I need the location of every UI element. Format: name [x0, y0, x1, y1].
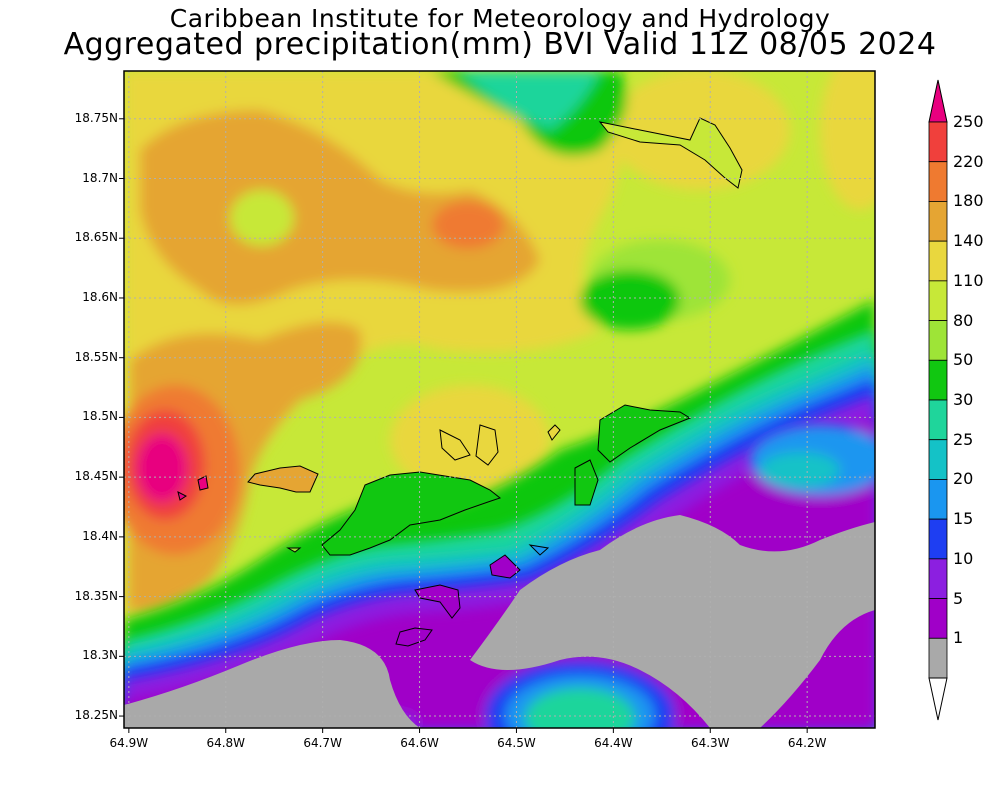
colorbar-label: 30 — [953, 390, 974, 409]
chart-title-line-2: Aggregated precipitation(mm) BVI Valid 1… — [63, 27, 937, 62]
colorbar-label: 20 — [953, 469, 974, 489]
island-outlines — [177, 117, 743, 647]
colorbar-max-triangle — [928, 79, 948, 123]
colorbar-swatch — [928, 518, 948, 560]
latitude-tick-label: 18.45N — [74, 469, 118, 484]
colorbar-label: 10 — [953, 548, 974, 568]
longitude-tick-label: 64.8W — [206, 736, 246, 750]
latitude-tick-label: 18.75N — [74, 110, 118, 125]
latitude-tick-label: 18.55N — [74, 349, 118, 364]
longitude-tick-label: 64.9W — [109, 736, 149, 750]
latitude-tick-label: 18.6N — [82, 289, 118, 304]
colorbar-label: 25 — [953, 429, 974, 449]
longitude-tick-label: 64.7W — [303, 736, 342, 750]
colorbar-label: 110 — [953, 270, 984, 290]
colorbar-swatch — [928, 598, 948, 639]
colorbar-swatch — [928, 201, 948, 242]
latitude-tick-label: 18.3N — [82, 648, 118, 663]
longitude-tick-label: 64.4W — [594, 736, 633, 750]
colorbar-swatch — [928, 359, 948, 401]
longitude-tick-label: 64.5W — [497, 736, 536, 750]
axis-ticks — [119, 118, 808, 733]
latitude-tick-label: 18.25N — [74, 708, 118, 723]
latitude-tick-label: 18.35N — [74, 588, 118, 603]
colorbar-swatch — [928, 240, 948, 282]
colorbar-label: 80 — [953, 310, 974, 330]
colorbar-swatch — [928, 280, 948, 321]
colorbar-label: 15 — [953, 509, 974, 529]
colorbar-label: 220 — [953, 151, 984, 171]
latitude-tick-label: 18.7N — [82, 170, 118, 185]
colorbar-label: 140 — [953, 231, 984, 251]
colorbar-swatch — [928, 637, 948, 679]
latitude-tick-label: 18.4N — [82, 528, 118, 543]
colorbar-label: 180 — [953, 191, 984, 211]
longitude-tick-label: 64.3W — [690, 736, 730, 750]
colorbar-swatch — [928, 399, 948, 441]
colorbar-label: 50 — [953, 350, 974, 370]
colorbar-swatch — [928, 320, 948, 361]
longitude-tick-label: 64.2W — [787, 736, 827, 750]
colorbar-swatch — [928, 439, 948, 480]
colorbar-swatch — [928, 161, 948, 202]
chart-title-line-1: Caribbean Institute for Meteorology and … — [169, 4, 831, 33]
latitude-tick-label: 18.5N — [82, 409, 118, 424]
colorbar-swatch — [928, 479, 948, 520]
colorbar-swatch — [928, 121, 948, 163]
latitude-tick-label: 18.65N — [74, 230, 118, 245]
colorbar-label: 1 — [953, 628, 964, 648]
precipitation-field — [124, 71, 875, 728]
map-frame — [123, 70, 876, 729]
colorbar-min-triangle — [928, 677, 948, 721]
graticule-grid — [124, 71, 875, 728]
longitude-tick-label: 64.6W — [400, 736, 439, 750]
colorbar — [928, 79, 948, 721]
colorbar-label: 5 — [953, 588, 964, 608]
colorbar-swatch — [928, 558, 948, 599]
colorbar-label: 250 — [953, 112, 984, 131]
